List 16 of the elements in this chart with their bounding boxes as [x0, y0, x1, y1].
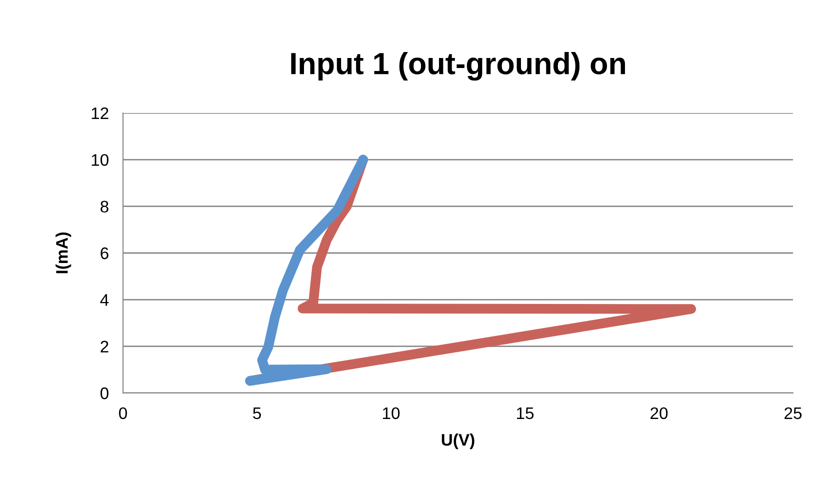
x-tick-label: 10 — [383, 407, 400, 420]
y-tick-label: 6 — [100, 247, 108, 260]
y-tick-label: 12 — [92, 107, 108, 120]
x-tick-label: 0 — [119, 407, 127, 420]
x-tick-label: 15 — [517, 408, 534, 420]
y-tick-label: 8 — [100, 200, 108, 213]
chart-title: Input 1 (out-ground) on — [291, 52, 625, 81]
y-tick-label: 10 — [92, 154, 108, 166]
y-tick-label: 2 — [100, 340, 108, 352]
y-tick-label: 0 — [100, 387, 108, 400]
x-axis-title: U(V) — [442, 434, 474, 450]
x-tick-label: 5 — [253, 408, 261, 420]
y-axis-title: I(mA) — [56, 232, 72, 274]
x-tick-label: 25 — [784, 407, 802, 420]
y-tick-label: 4 — [100, 294, 109, 306]
x-tick-label: 20 — [650, 407, 668, 420]
